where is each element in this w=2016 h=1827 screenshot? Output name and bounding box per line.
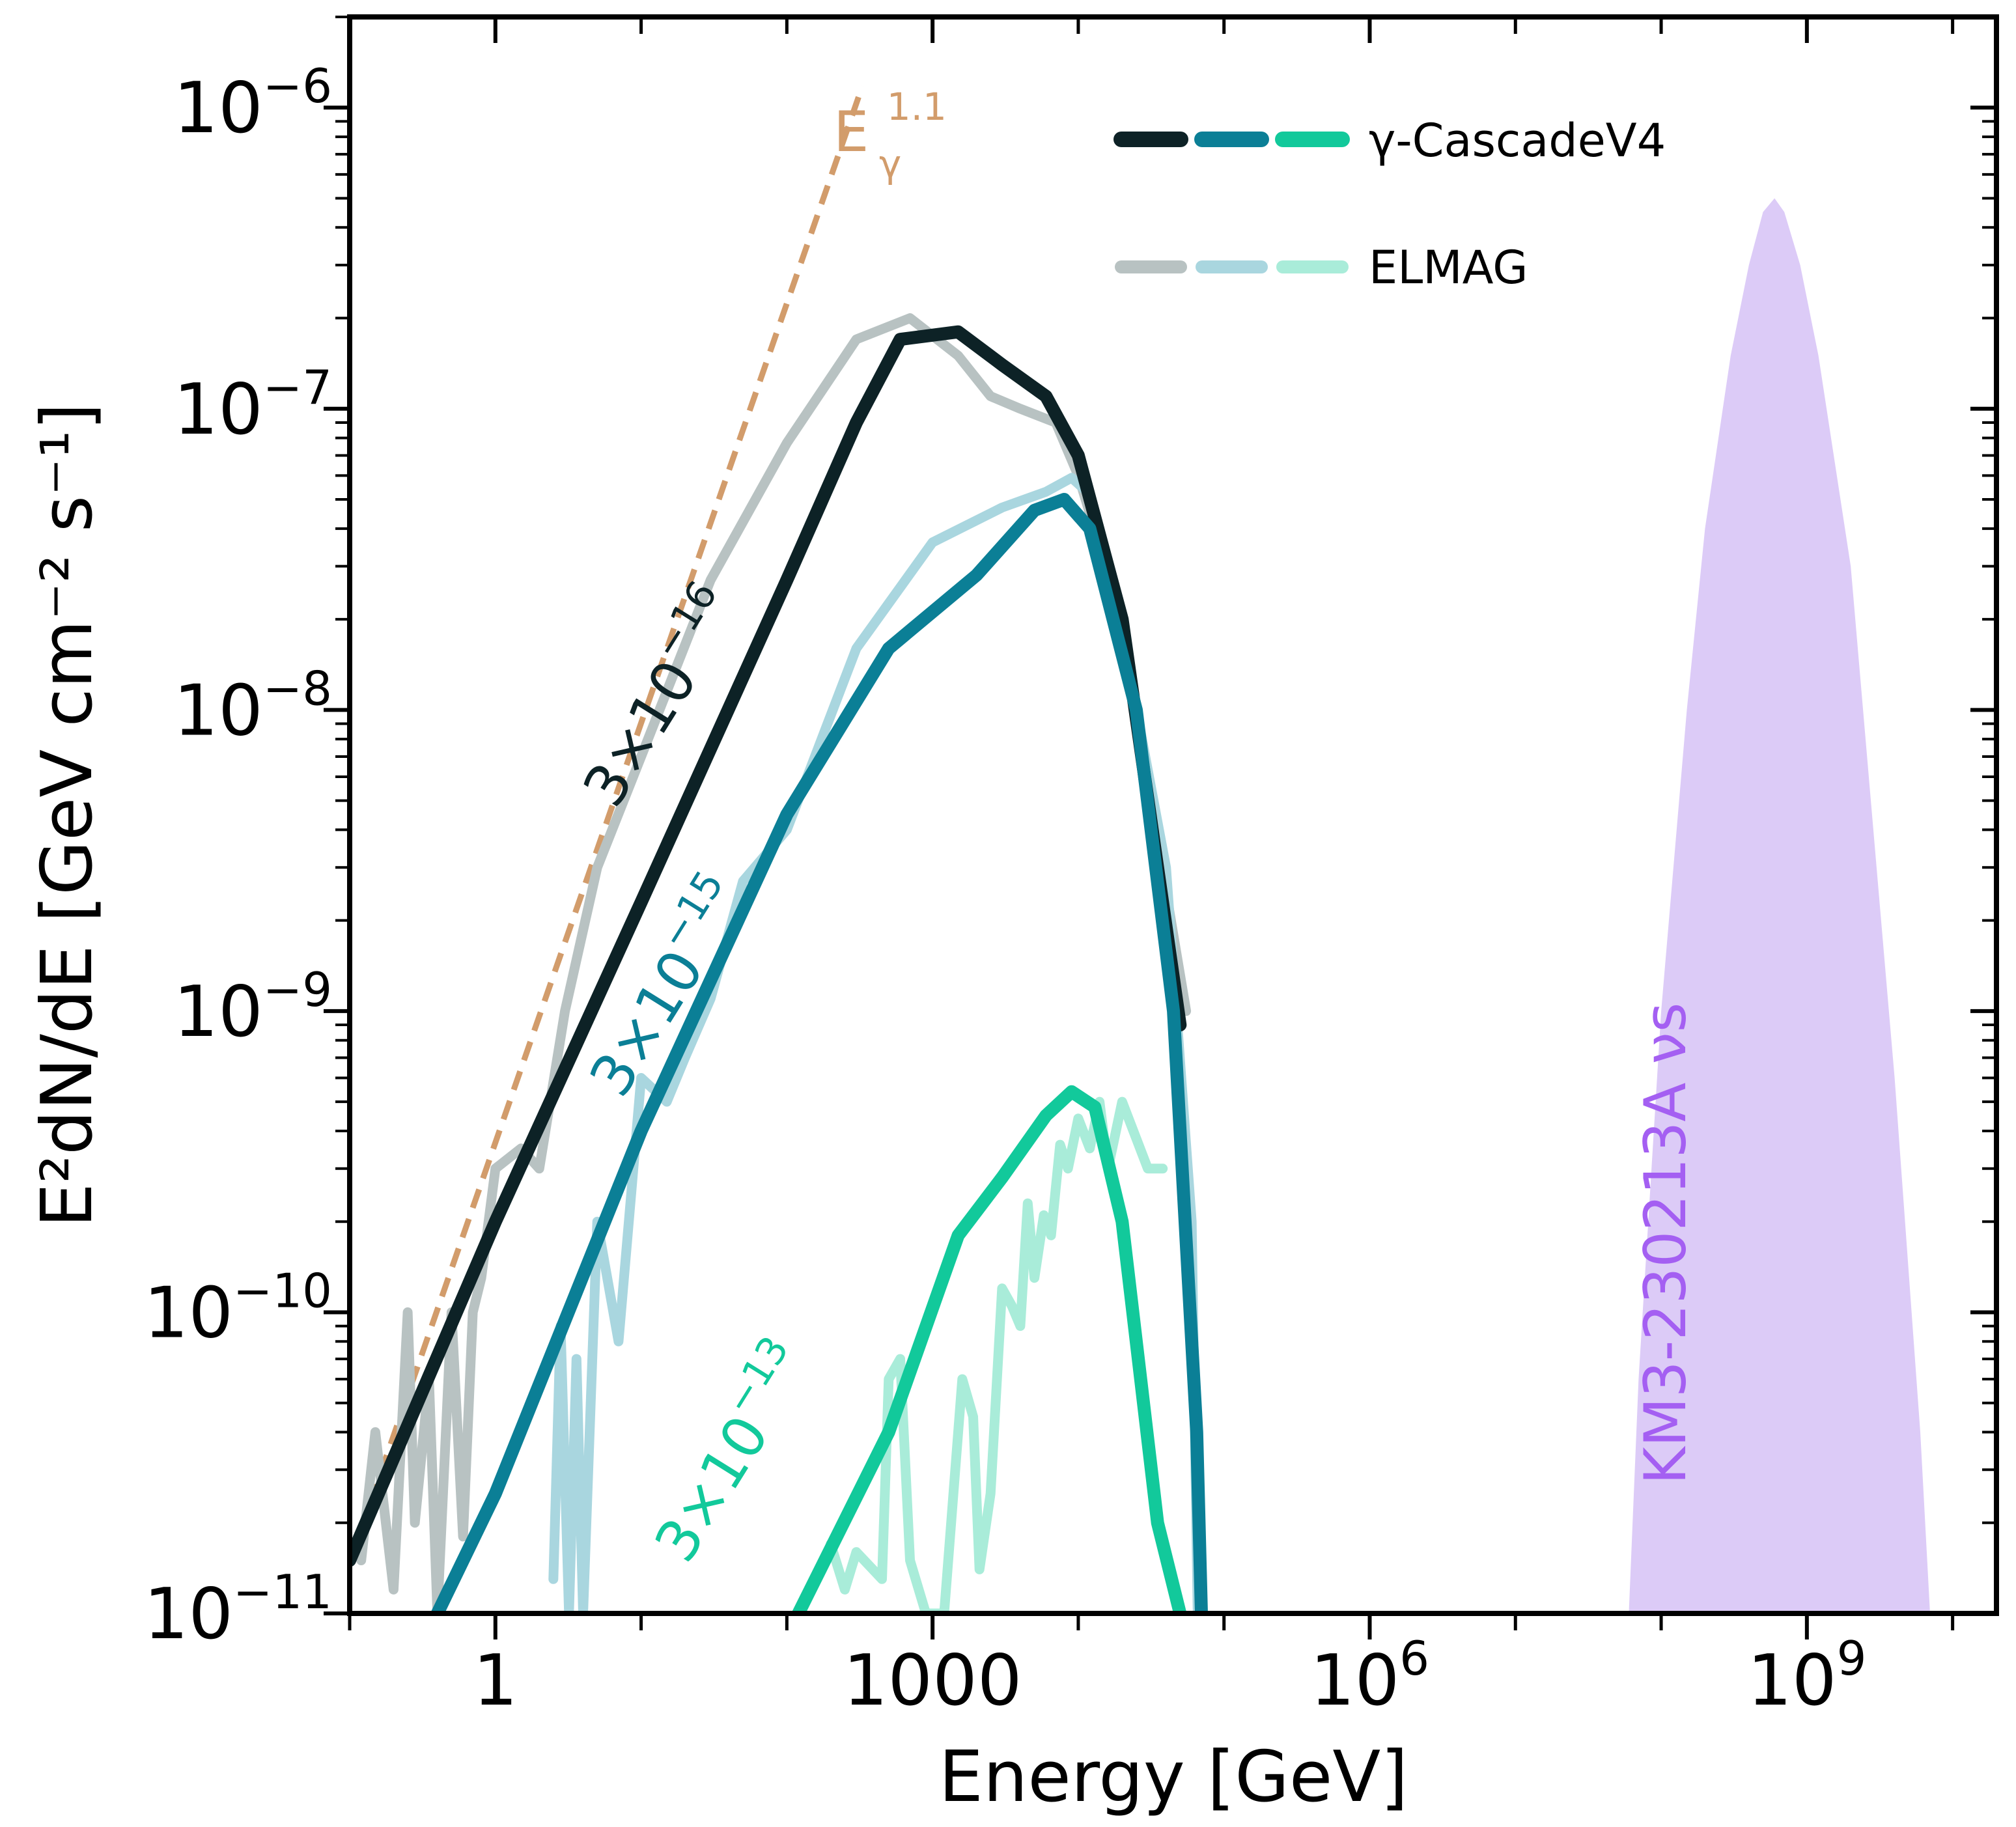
cascade-series-layer <box>350 325 1208 1613</box>
neutrino-spectrum-fill <box>1629 198 1930 1613</box>
cascade-series-line-3 <box>792 1085 1187 1613</box>
plot-area <box>350 85 1930 1613</box>
cascade-series-line-1 <box>350 325 1187 1567</box>
tick-labels: 10−11 10−10 10−9 10−8 10−7 10−6 1 1000 106 109 <box>144 59 1867 1722</box>
y-tick-label-3: 10−9 <box>173 962 332 1053</box>
power-law-line <box>350 85 865 1563</box>
neutrino-fill-layer <box>1629 198 1930 1613</box>
y-tick-label-2: 10−10 <box>144 1263 332 1354</box>
x-tick-label-3: 106 <box>1310 1631 1429 1722</box>
elmag-series-line-3 <box>826 1096 1168 1613</box>
y-tick-label-6: 10−6 <box>173 59 332 149</box>
cascade-series-line-2 <box>430 493 1208 1613</box>
legend-label-cascade: γ-CascadeV4 <box>1369 114 1666 167</box>
x-axis-title: Energy [GeV] <box>939 1736 1408 1818</box>
legend-label-elmag: ELMAG <box>1369 241 1528 294</box>
y-tick-label-4: 10−8 <box>173 661 332 751</box>
power-law-label-sub: γ <box>879 142 901 186</box>
neutrino-region-label: KM3-230213A νs <box>1632 1003 1699 1485</box>
elmag-series-line-1 <box>356 313 1192 1613</box>
x-tick-label-2: 1000 <box>843 1640 1022 1722</box>
power-law-label-sup: 1.1 <box>887 85 947 129</box>
y-tick-label-1: 10−11 <box>144 1565 332 1655</box>
plot-frame <box>347 14 1999 1616</box>
legend: γ-CascadeV4 ELMAG <box>1113 114 1666 294</box>
x-tick-label-1: 1 <box>473 1640 518 1722</box>
power-law-layer <box>350 85 865 1563</box>
x-tick-label-4: 109 <box>1747 1631 1866 1722</box>
power-law-label: E 1.1 <box>833 85 947 165</box>
y-tick-label-5: 10−7 <box>173 360 332 451</box>
y-axis-title: E²dN/dE [GeV cm⁻² s⁻¹] <box>27 403 108 1228</box>
